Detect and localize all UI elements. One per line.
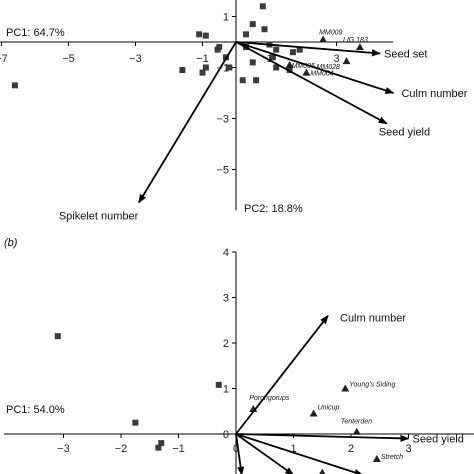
- panel-b-x-tick-label: −2: [115, 443, 128, 455]
- panel-b-y-tick-label: 3: [223, 293, 229, 305]
- panel-b-loading-vector: [235, 433, 364, 474]
- panel-a-accession-square: [196, 31, 203, 38]
- panel-a-vector-label: Seed yield: [379, 127, 430, 139]
- panel-a-y-tick-label: −5: [216, 165, 229, 177]
- panel-a-loading-vector: [235, 41, 395, 94]
- panel-b-x-tick-label: 2: [348, 443, 354, 455]
- panel-a-pc1-label: PC1: 64.7%: [6, 27, 65, 39]
- panel-b-biplot: −3 −2 −1 0 1 2 3 0 1 2 3 4 Young's Siding Porongorup…: [4, 237, 474, 474]
- panel-b-cultivar-label: Porongorups: [249, 395, 290, 402]
- panel-a-x-tick-label: −7: [0, 53, 8, 65]
- panel-a-vector-label: Seed set: [384, 48, 427, 60]
- panel-b-loading-vector: [235, 433, 410, 442]
- panel-a-accession-square: [202, 64, 209, 71]
- panel-a-accession-square: [249, 21, 256, 28]
- panel-b-vector-label: Seed yield: [413, 434, 464, 446]
- panel-b-cultivar-triangle: [319, 468, 326, 474]
- panel-a-accession-square: [243, 31, 250, 38]
- panel-a-accession-square: [179, 67, 186, 74]
- panel-a-y-tick-label: −3: [216, 114, 229, 126]
- panel-b-loading-vector: [235, 433, 295, 474]
- panel-a-accession-square: [11, 82, 18, 89]
- panel-b-cultivar-triangle: [341, 384, 350, 392]
- panel-b-y-tick-label: 0: [223, 429, 229, 441]
- panel-a-x-tick-label: 3: [333, 53, 339, 65]
- panel-b-pc1-label: PC1: 54.0%: [6, 404, 65, 416]
- panel-a-accession-square: [199, 69, 206, 76]
- panel-a-accession-square: [253, 77, 260, 84]
- panel-b-x-tick-label: −3: [57, 443, 70, 455]
- panel-b-cultivar-label: Unicup: [318, 405, 340, 412]
- panel-b-x-tick-label: 0: [233, 443, 239, 455]
- panel-b-accession-square: [132, 419, 139, 426]
- panel-a-x-tick-label: −1: [196, 53, 209, 65]
- panel-b-x-tick-label: 1: [290, 443, 296, 455]
- panel-b-vector-label: Culm number: [340, 313, 406, 325]
- panel-a-accession-square: [269, 54, 276, 61]
- panel-b-tag: (b): [4, 237, 18, 249]
- panel-a-cultivar-label: MM028: [317, 64, 340, 71]
- panel-a-cultivar-triangle: [302, 68, 311, 76]
- panel-a-cultivar-triangle: [285, 60, 294, 68]
- panel-b-y-tick-label: 1: [223, 384, 229, 396]
- panel-a-accession-square: [261, 26, 268, 33]
- panel-a-y-tick-label: 1: [223, 12, 229, 24]
- panel-a-accession-square: [273, 64, 280, 71]
- panel-a-cultivar-triangle: [319, 35, 328, 43]
- panel-a-accession-square: [226, 64, 233, 71]
- panel-b-loading-vector: [235, 314, 329, 435]
- panel-a-accession-square: [289, 49, 296, 56]
- panel-b-loading-vector: [235, 433, 245, 474]
- panel-b-cultivar-label: Young's Siding: [349, 382, 395, 389]
- panel-b-x-tick-label: 3: [405, 443, 411, 455]
- panel-b-accession-square: [215, 381, 222, 388]
- panel-b-cultivar-triangle: [309, 409, 318, 417]
- panel-b-accession-square: [155, 444, 162, 451]
- panel-a-y-tick-label: −1: [216, 63, 229, 75]
- panel-b-y-tick-label: 4: [223, 247, 229, 259]
- panel-a-vector-label: Culm number: [401, 88, 467, 100]
- panel-a-vector-label: Spikelet number: [59, 211, 139, 223]
- panel-b-cultivar-label: Tenterden: [341, 419, 372, 426]
- panel-b-x-tick-label: −1: [172, 443, 185, 455]
- panel-a-accession-square: [249, 59, 256, 66]
- panel-b-cultivar-triangle: [352, 427, 361, 435]
- panel-b-accession-square: [54, 333, 61, 340]
- panel-a-accession-square: [216, 44, 223, 51]
- panel-a-cultivar-triangle: [342, 57, 351, 65]
- panel-a-loading-vector: [235, 41, 388, 125]
- panel-a-accession-square: [296, 46, 303, 53]
- panel-a-loading-vector: [235, 41, 381, 57]
- panel-a-x-tick-label: −5: [62, 53, 75, 65]
- panel-a-cultivar-label: LIG 183: [343, 37, 368, 44]
- panel-a-x-tick-label: 1: [266, 53, 272, 65]
- panel-a-loading-vector: [138, 41, 237, 204]
- panel-a-accession-square: [239, 77, 246, 84]
- panel-b-cultivar-triangle: [372, 455, 381, 463]
- panel-a-cultivar-label: MM005: [292, 63, 315, 70]
- panel-b-cultivar-label: Stretch: [381, 454, 403, 461]
- panel-a-accession-square: [202, 32, 209, 39]
- panel-a-accession-square: [259, 3, 266, 10]
- panel-a-cultivar-triangle: [355, 43, 364, 51]
- panel-a-cultivar-label: MM009: [319, 29, 342, 36]
- panel-a-accession-square: [273, 46, 280, 53]
- panel-b-accession-square: [158, 440, 165, 447]
- panel-a-pc2-label: PC2: 18.8%: [244, 203, 303, 215]
- panel-a-cultivar-label: MM004: [310, 71, 333, 78]
- panel-b-y-tick-label: 2: [223, 338, 229, 350]
- panel-a-x-tick-label: −3: [129, 53, 142, 65]
